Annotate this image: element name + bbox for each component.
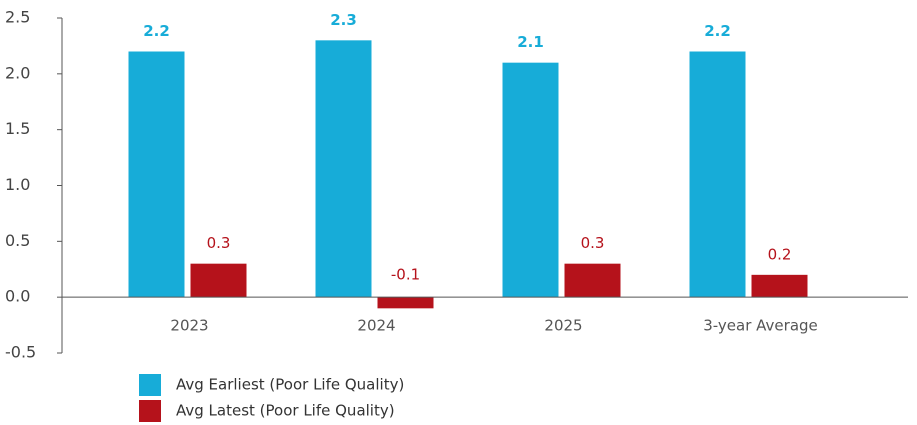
y-tick-label: -0.5 [5,343,36,362]
data-label: 0.3 [207,234,231,252]
data-label: 2.3 [330,11,357,29]
y-tick-label: 1.5 [5,119,30,138]
bar [128,51,185,298]
bar [502,62,559,298]
bar [689,51,746,298]
bar [315,40,372,298]
x-tick-label: 2023 [170,317,208,335]
legend-label: Avg Earliest (Poor Life Quality) [176,376,404,394]
x-tick-label: 2024 [357,317,395,335]
x-tick-label: 2025 [544,317,582,335]
legend-swatch [139,374,161,396]
legend-label: Avg Latest (Poor Life Quality) [176,402,395,420]
data-label: -0.1 [391,266,420,284]
data-label: 0.3 [581,234,605,252]
bar [190,263,247,298]
y-tick-label: 0.0 [5,287,30,306]
bar [564,263,621,298]
x-tick-label: 3-year Average [703,317,818,335]
data-label: 0.2 [768,245,792,263]
data-label: 2.2 [143,22,170,40]
bar [751,274,808,298]
bar [377,297,434,309]
legend-swatch [139,400,161,422]
y-tick-label: 2.0 [5,63,30,82]
y-tick-label: 0.5 [5,231,30,250]
data-label: 2.1 [517,33,544,51]
data-label: 2.2 [704,22,731,40]
y-tick-label: 1.0 [5,175,30,194]
y-tick-label: 2.5 [5,8,30,27]
